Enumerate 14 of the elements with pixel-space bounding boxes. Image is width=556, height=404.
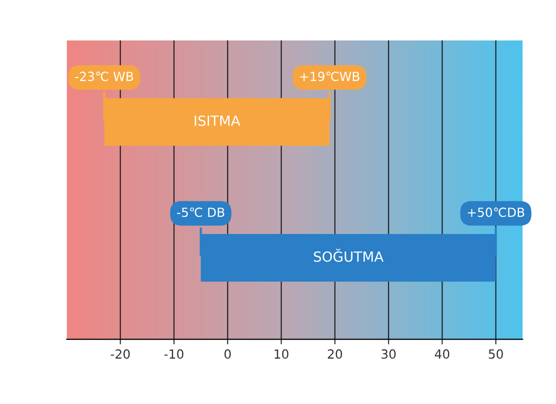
x-tick-label: 50 (488, 349, 503, 359)
x-tick-label: -10 (164, 349, 184, 359)
x-tick-label: 40 (434, 349, 450, 359)
annotation: +50℃DB (468, 208, 524, 218)
x-tick-label: 20 (328, 349, 342, 359)
annotation: -5℃ DB (177, 208, 224, 218)
x-tick-label: -20 (110, 349, 130, 359)
annotation: +19℃WB (300, 72, 360, 82)
annotation: -23℃ WB (75, 72, 134, 82)
y-tick-label: ISITMA (194, 115, 240, 126)
x-tick-label: 30 (382, 349, 396, 359)
x-tick-label: 10 (274, 349, 288, 359)
x-tick-label: 0 (224, 349, 231, 359)
y-tick-label: SOĞUTMA (314, 248, 384, 262)
